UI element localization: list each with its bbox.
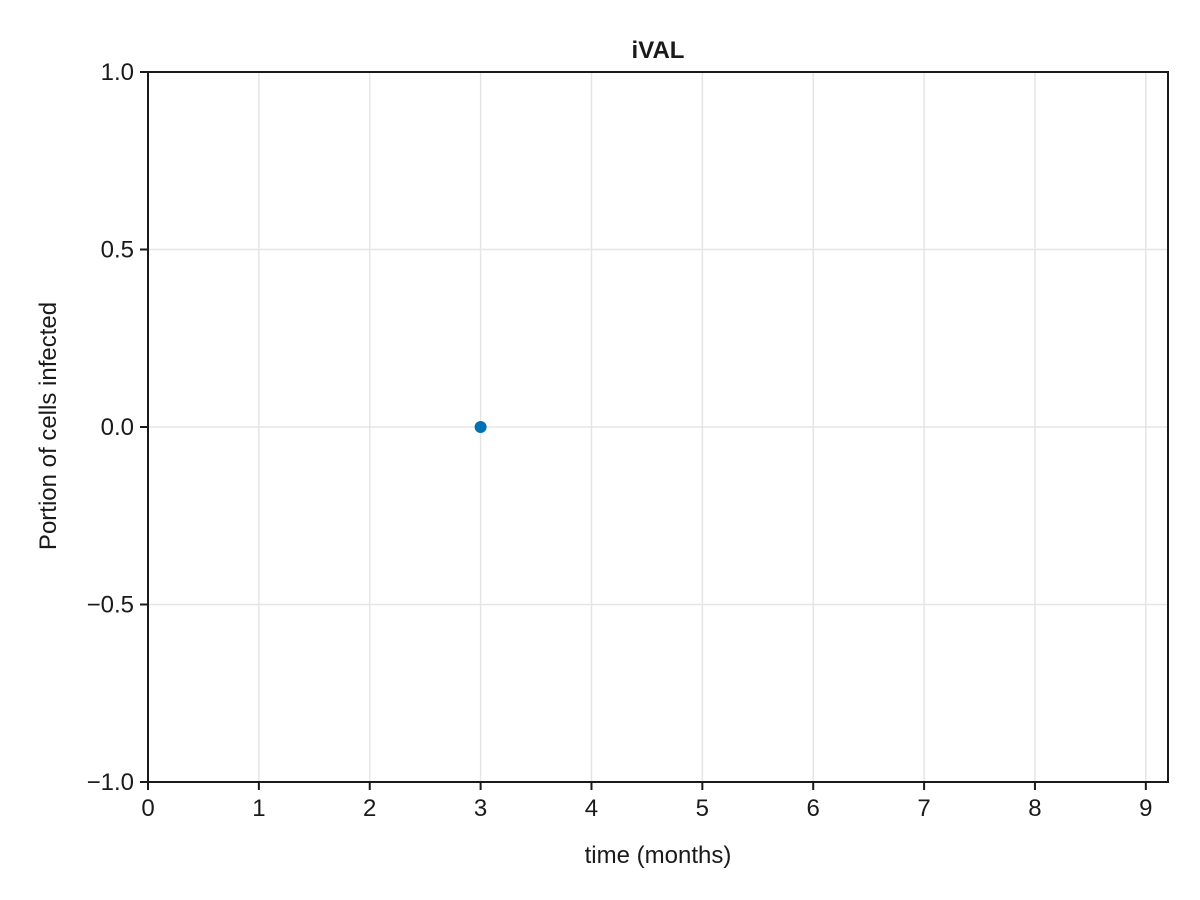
x-tick-label: 8 (1028, 795, 1041, 822)
y-tick-label: 1.0 (101, 59, 134, 86)
data-points (474, 421, 487, 433)
x-tick-label: 6 (807, 795, 820, 822)
x-tick-label: 4 (585, 795, 598, 822)
x-axis-label: time (months) (585, 842, 732, 869)
x-tick-label: 3 (474, 795, 487, 822)
y-axis-label: Portion of cells infected (35, 302, 62, 550)
x-tick-label: 2 (363, 795, 376, 822)
x-axis-ticks: 0 1 2 3 4 5 6 7 8 9 (141, 782, 1153, 822)
data-point (474, 421, 487, 433)
y-tick-label: −1.0 (87, 769, 134, 796)
chart-title: iVAL (632, 37, 685, 64)
x-tick-label: 5 (696, 795, 709, 822)
y-tick-label: 0.0 (101, 414, 134, 441)
x-tick-label: 7 (917, 795, 930, 822)
x-tick-label: 0 (141, 795, 154, 822)
x-tick-label: 1 (252, 795, 265, 822)
y-tick-label: −0.5 (87, 592, 134, 619)
grid (147, 71, 1168, 783)
y-axis-ticks: −1.0 −0.5 0.0 0.5 1.0 (87, 59, 148, 796)
y-tick-label: 0.5 (101, 237, 134, 264)
x-tick-label: 9 (1139, 795, 1152, 822)
